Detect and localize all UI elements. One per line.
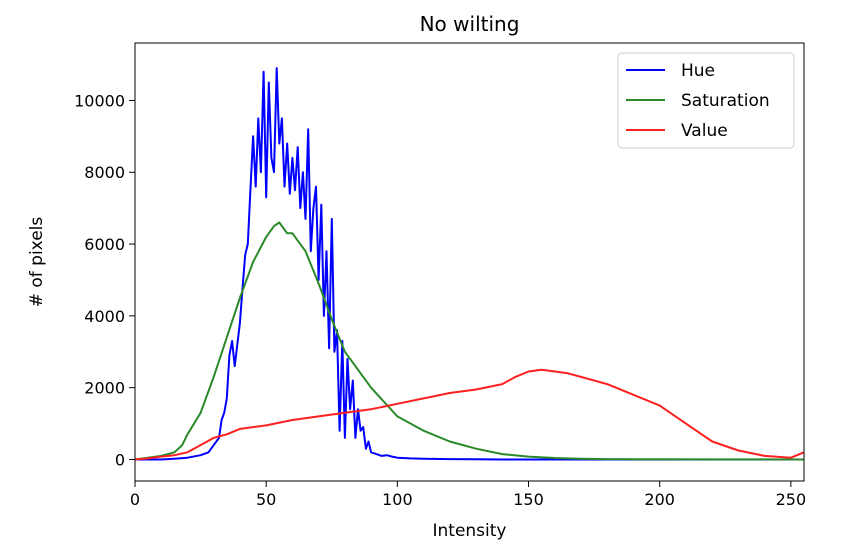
y-tick-label: 10000 bbox=[74, 91, 125, 110]
y-tick-label: 0 bbox=[115, 450, 125, 469]
x-tick-label: 0 bbox=[130, 490, 140, 509]
legend-box bbox=[617, 52, 795, 149]
series-layer bbox=[134, 67, 805, 461]
legend-label: Value bbox=[681, 121, 728, 141]
y-tick-label: 4000 bbox=[84, 307, 125, 326]
plot-frame bbox=[134, 42, 805, 482]
legend: Hue Saturation Value bbox=[617, 52, 795, 149]
x-axis: 0 50 100 150 200 250 bbox=[130, 481, 806, 509]
y-tick-label: 2000 bbox=[84, 379, 125, 398]
series-line-hue bbox=[135, 67, 804, 461]
chart-title: No wilting bbox=[420, 12, 520, 36]
y-tick-label: 6000 bbox=[84, 235, 125, 254]
legend-label: Hue bbox=[681, 61, 715, 81]
x-tick-label: 250 bbox=[776, 490, 807, 509]
legend-items: Hue Saturation Value bbox=[626, 61, 770, 141]
y-axis: 0 2000 4000 6000 8000 10000 bbox=[74, 91, 135, 469]
y-axis-title: # of pixels bbox=[27, 217, 47, 308]
y-tick-label: 8000 bbox=[84, 163, 125, 182]
series-line-value bbox=[134, 368, 805, 461]
x-tick-label: 50 bbox=[256, 490, 276, 509]
legend-label: Saturation bbox=[681, 91, 770, 111]
x-axis-title: Intensity bbox=[433, 521, 507, 541]
series-line-saturation bbox=[134, 221, 805, 461]
x-tick-label: 100 bbox=[382, 490, 413, 509]
x-tick-label: 200 bbox=[644, 490, 675, 509]
x-tick-label: 150 bbox=[513, 490, 544, 509]
